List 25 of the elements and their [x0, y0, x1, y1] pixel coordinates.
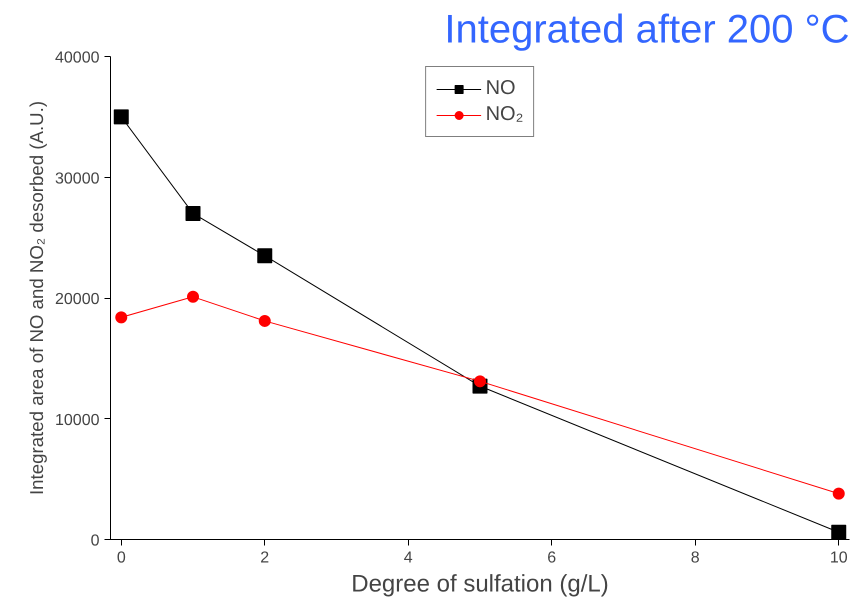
- y-tick-label: 30000: [55, 170, 100, 188]
- y-tick-label: 10000: [55, 412, 100, 429]
- y-tick-label: 40000: [55, 50, 100, 66]
- point: [257, 248, 272, 264]
- point: [258, 314, 271, 327]
- point: [186, 206, 201, 221]
- point: [474, 375, 486, 388]
- point: [115, 311, 128, 324]
- point: [114, 109, 129, 124]
- x-tick-label: 0: [116, 550, 126, 566]
- point: [832, 488, 845, 500]
- x-tick-label: 4: [404, 550, 413, 566]
- x-tick-label: 8: [690, 550, 700, 566]
- y-tick-label: 20000: [55, 291, 100, 308]
- x-axis-title: Degree of sulfation (g/L): [351, 570, 609, 598]
- point: [831, 524, 846, 540]
- y-axis-title: Integrated area of NO and NO₂ desorbed (A.U.): [26, 100, 48, 496]
- point: [187, 290, 200, 303]
- x-tick-label: 10: [830, 550, 848, 566]
- legend-label: NO₂: [486, 103, 524, 126]
- x-tick-label: 2: [260, 550, 270, 566]
- x-tick-label: 6: [547, 550, 556, 566]
- chart-title: Integrated after 200 °C: [444, 8, 850, 52]
- y-tick-label: 0: [90, 532, 100, 550]
- legend-label: NO: [486, 77, 516, 100]
